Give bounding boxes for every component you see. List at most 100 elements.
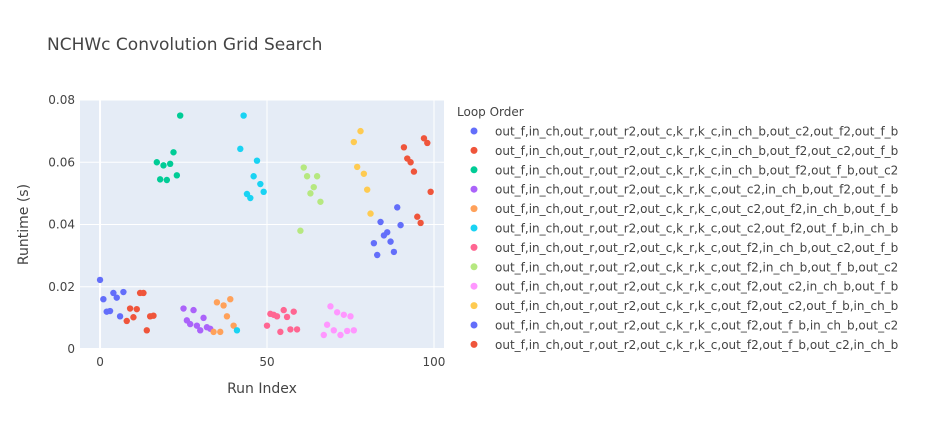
series-1[interactable] (96, 276, 127, 320)
data-point[interactable] (350, 138, 358, 146)
series-3[interactable] (153, 112, 184, 184)
data-point[interactable] (260, 188, 267, 196)
legend-item[interactable]: out_f,in_ch,out_r,out_r2,out_c,k_r,k_c,o… (470, 202, 899, 216)
data-point[interactable] (156, 176, 164, 183)
data-point[interactable] (250, 173, 257, 180)
data-point[interactable] (237, 145, 244, 153)
data-point[interactable] (323, 321, 331, 328)
data-point[interactable] (317, 198, 324, 205)
data-point[interactable] (424, 139, 431, 147)
data-point[interactable] (240, 112, 247, 119)
data-point[interactable] (197, 327, 204, 334)
data-point[interactable] (293, 326, 301, 333)
data-point[interactable] (360, 170, 368, 177)
data-point[interactable] (394, 204, 401, 211)
data-point[interactable] (350, 327, 358, 334)
data-point[interactable] (377, 218, 384, 226)
data-point[interactable] (320, 331, 327, 339)
data-point[interactable] (223, 313, 231, 320)
data-point[interactable] (160, 162, 167, 169)
data-point[interactable] (327, 303, 334, 310)
data-point[interactable] (367, 210, 374, 217)
data-point[interactable] (140, 289, 147, 297)
legend-item[interactable]: out_f,in_ch,out_r,out_r2,out_c,k_r,k_c,o… (470, 260, 899, 274)
data-point[interactable] (133, 305, 140, 313)
series-2[interactable] (123, 289, 157, 334)
data-point[interactable] (110, 289, 117, 297)
data-point[interactable] (307, 190, 314, 197)
series-6[interactable] (233, 112, 267, 334)
data-point[interactable] (210, 328, 217, 336)
data-point[interactable] (190, 306, 197, 314)
data-point[interactable] (193, 322, 201, 329)
data-point[interactable] (116, 313, 124, 320)
data-point[interactable] (273, 313, 281, 320)
data-point[interactable] (126, 305, 134, 312)
data-point[interactable] (106, 307, 114, 315)
data-point[interactable] (387, 238, 394, 245)
series-9[interactable] (320, 303, 358, 339)
data-point[interactable] (257, 180, 264, 188)
data-point[interactable] (333, 309, 341, 316)
data-point[interactable] (247, 194, 254, 202)
series-11[interactable] (370, 204, 404, 259)
data-point[interactable] (300, 164, 307, 171)
data-point[interactable] (200, 314, 207, 322)
data-point[interactable] (150, 312, 157, 319)
data-point[interactable] (290, 308, 297, 315)
data-point[interactable] (390, 248, 398, 256)
data-point[interactable] (123, 317, 130, 325)
data-point[interactable] (187, 320, 194, 328)
legend-item[interactable]: out_f,in_ch,out_r,out_r2,out_c,k_r,k_c,i… (470, 163, 899, 177)
data-point[interactable] (370, 239, 378, 247)
data-point[interactable] (400, 144, 408, 151)
data-point[interactable] (347, 313, 354, 320)
data-point[interactable] (337, 331, 344, 339)
data-point[interactable] (173, 172, 181, 179)
data-point[interactable] (280, 306, 287, 314)
data-point[interactable] (303, 173, 311, 180)
data-point[interactable] (417, 219, 424, 227)
data-point[interactable] (253, 157, 261, 164)
series-5[interactable] (210, 296, 237, 336)
data-point[interactable] (227, 296, 234, 303)
data-point[interactable] (397, 221, 404, 229)
legend-item[interactable]: out_f,in_ch,out_r,out_r2,out_c,k_r,k_c,o… (470, 241, 899, 255)
series-7[interactable] (263, 306, 301, 336)
data-point[interactable] (427, 188, 434, 196)
data-point[interactable] (357, 127, 364, 135)
data-point[interactable] (213, 299, 221, 306)
legend-item[interactable]: out_f,in_ch,out_r,out_r2,out_c,k_r,k_c,o… (470, 338, 899, 352)
series-8[interactable] (297, 164, 324, 234)
data-point[interactable] (384, 229, 391, 236)
data-point[interactable] (163, 176, 171, 184)
legend[interactable]: out_f,in_ch,out_r,out_r2,out_c,k_r,k_c,i… (470, 125, 899, 352)
data-point[interactable] (407, 159, 414, 166)
data-point[interactable] (263, 322, 271, 329)
data-point[interactable] (220, 302, 227, 309)
data-point[interactable] (180, 305, 187, 312)
legend-item[interactable]: out_f,in_ch,out_r,out_r2,out_c,k_r,k_c,i… (470, 125, 899, 139)
data-point[interactable] (374, 251, 381, 259)
data-point[interactable] (410, 168, 418, 175)
data-point[interactable] (287, 326, 294, 333)
data-point[interactable] (363, 186, 371, 193)
data-point[interactable] (297, 227, 304, 234)
legend-item[interactable]: out_f,in_ch,out_r,out_r2,out_c,k_r,k_c,o… (470, 222, 899, 236)
data-point[interactable] (310, 183, 317, 191)
data-point[interactable] (113, 294, 120, 301)
data-point[interactable] (420, 135, 428, 142)
data-point[interactable] (230, 322, 237, 329)
data-point[interactable] (313, 173, 321, 180)
data-point[interactable] (96, 276, 104, 284)
data-point[interactable] (143, 327, 150, 334)
data-point[interactable] (340, 311, 348, 318)
data-point[interactable] (166, 160, 174, 168)
data-point[interactable] (277, 328, 284, 336)
data-point[interactable] (217, 328, 224, 336)
series-12[interactable] (400, 135, 434, 227)
data-point[interactable] (353, 163, 361, 171)
data-point[interactable] (414, 213, 421, 220)
data-point[interactable] (100, 296, 107, 303)
legend-item[interactable]: out_f,in_ch,out_r,out_r2,out_c,k_r,k_c,o… (470, 319, 899, 333)
